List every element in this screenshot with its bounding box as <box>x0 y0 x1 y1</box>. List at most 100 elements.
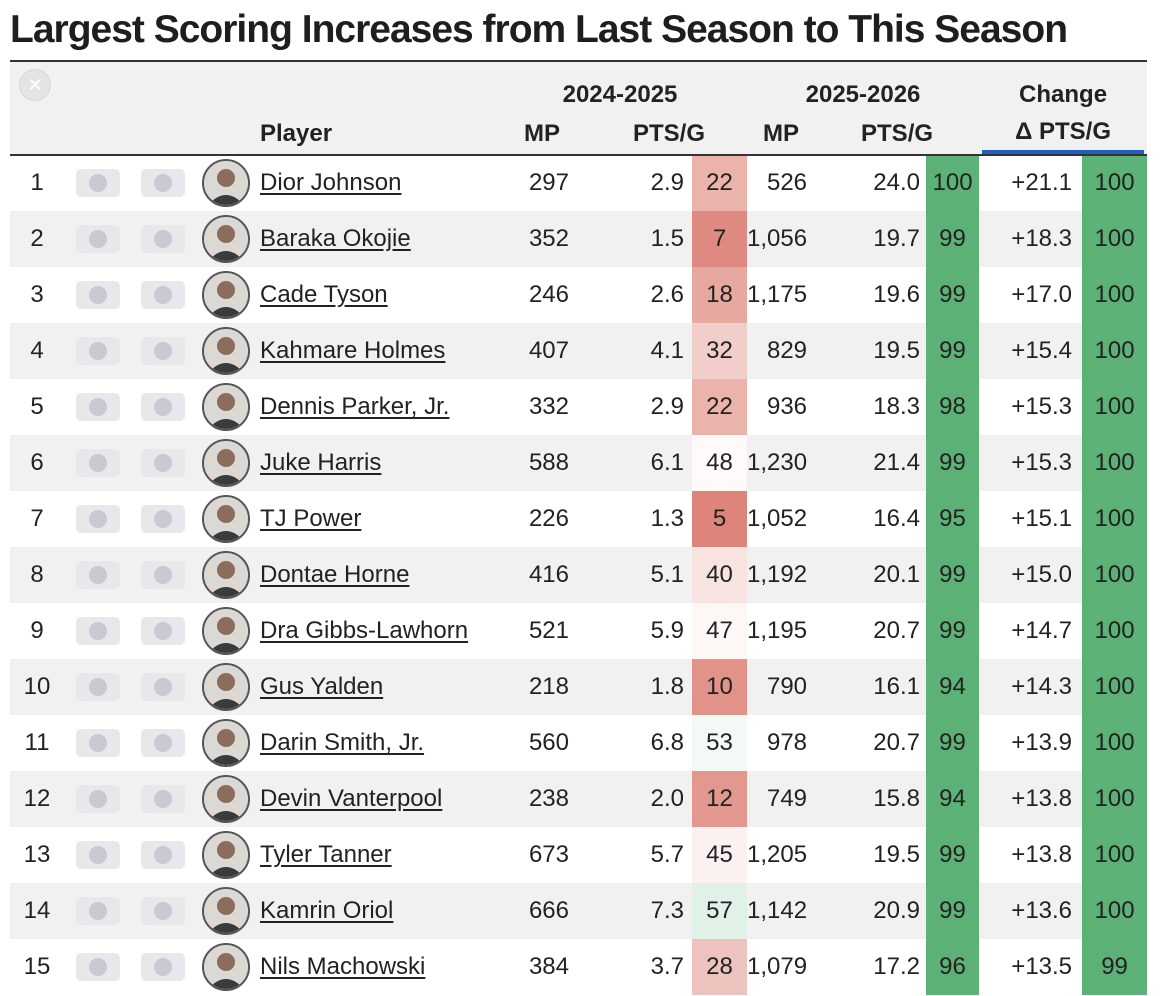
player-avatar <box>202 719 250 767</box>
team-logo-cell <box>132 659 194 715</box>
player-link[interactable]: Gus Yalden <box>260 673 384 700</box>
delta-ptsg-cell: +17.0 <box>1011 281 1073 308</box>
mp-2025-cell: 1,230 <box>747 435 816 491</box>
table-row: 7 TJ Power 226 1.3 5 1,052 16.4 95 +15.1 100 <box>10 491 1148 547</box>
ptsg-2025-percentile: 99 <box>926 883 980 939</box>
delta-ptsg-cell: +18.3 <box>979 211 1083 267</box>
player-link[interactable]: Darin Smith, Jr. <box>260 729 425 756</box>
ptsg-2025-percentile: 95 <box>926 491 980 547</box>
ptsg-2025-percentile: 100 <box>926 155 980 211</box>
player-link[interactable]: Dennis Parker, Jr. <box>260 393 450 420</box>
mp-2025-cell: 978 <box>766 729 808 756</box>
rank-cell: 5 <box>30 393 44 420</box>
team-logo-icon <box>136 387 190 427</box>
ptsg-2024-cell: 2.6 <box>650 281 684 308</box>
player-link[interactable]: TJ Power <box>260 505 362 532</box>
player-link[interactable]: Kamrin Oriol <box>260 897 394 924</box>
delta-ptsg-percentile: 100 <box>1082 379 1148 435</box>
player-link[interactable]: Baraka Okojie <box>260 225 411 252</box>
team-logo-cell <box>132 715 194 771</box>
delta-ptsg-percentile: 99 <box>1082 939 1148 995</box>
player-link[interactable]: Juke Harris <box>260 449 382 476</box>
delta-ptsg-cell: +21.1 <box>1011 169 1073 196</box>
player-link[interactable]: Dra Gibbs-Lawhorn <box>260 617 469 644</box>
table-row: 1 Dior Johnson 297 2.9 22 526 24.0 100 +21.1 100 <box>10 155 1148 211</box>
table-row: 14 Kamrin Oriol 666 7.3 57 1,142 20.9 99 +13.6 10… <box>10 883 1148 939</box>
ptsg-2025-cell: 24.0 <box>873 169 921 196</box>
mp-2025-cell: 749 <box>747 771 816 827</box>
conference-logo-cell <box>64 715 132 771</box>
ptsg-2025-cell: 17.2 <box>873 953 921 980</box>
conference-logo-cell <box>64 827 132 883</box>
mp-2025-cell: 1,142 <box>747 883 816 939</box>
header-ptsg-2024[interactable]: PTS/G <box>591 113 748 155</box>
table-row: 15 Nils Machowski 384 3.7 28 1,079 17.2 96 +13.5… <box>10 939 1148 995</box>
ptsg-2024-percentile: 22 <box>692 155 748 211</box>
header-delta-ptsg[interactable]: Δ PTS/G <box>979 113 1148 155</box>
conference-logo-cell <box>64 883 132 939</box>
close-icon[interactable]: ✕ <box>19 69 51 101</box>
ptsg-2024-percentile: 48 <box>692 435 748 491</box>
delta-ptsg-cell: +13.5 <box>1011 953 1073 980</box>
ptsg-2025-cell: 20.7 <box>873 729 921 756</box>
player-link[interactable]: Nils Machowski <box>260 953 426 980</box>
mp-2024-cell: 218 <box>493 659 591 715</box>
avatar-cell <box>194 659 258 715</box>
table-row: 9 Dra Gibbs-Lawhorn 521 5.9 47 1,195 20.7 99 +14… <box>10 603 1148 659</box>
player-cell: Dior Johnson <box>258 155 493 211</box>
ptsg-2024-cell: 4.1 <box>591 323 692 379</box>
stats-table-wrapper: ✕ 2024-2025 2025-2026 Change Player MP P… <box>10 60 1148 995</box>
player-link[interactable]: Kahmare Holmes <box>260 337 446 364</box>
header-player[interactable]: Player <box>258 113 493 155</box>
conference-logo-cell <box>64 323 132 379</box>
ptsg-2024-cell: 5.7 <box>650 841 684 868</box>
conference-logo-icon <box>71 275 125 315</box>
mp-2024-cell: 384 <box>528 953 569 980</box>
delta-ptsg-cell: +13.8 <box>979 771 1083 827</box>
rank-cell: 15 <box>23 953 51 980</box>
header-rule <box>10 154 1147 156</box>
conference-logo-cell <box>64 659 132 715</box>
mp-2024-cell: 416 <box>493 547 591 603</box>
mp-2025-cell: 790 <box>747 659 816 715</box>
conference-logo-cell <box>64 771 132 827</box>
ptsg-2024-percentile: 12 <box>692 771 748 827</box>
team-logo-icon <box>136 331 190 371</box>
conference-logo-icon <box>71 891 125 931</box>
player-link[interactable]: Tyler Tanner <box>260 841 392 868</box>
team-logo-icon <box>136 499 190 539</box>
player-avatar <box>202 383 250 431</box>
ptsg-2025-cell: 16.4 <box>873 505 921 532</box>
ptsg-2024-percentile: 57 <box>692 883 748 939</box>
header-ptsg-2025[interactable]: PTS/G <box>815 113 980 155</box>
player-link[interactable]: Dior Johnson <box>260 169 402 196</box>
rank-cell: 8 <box>10 547 64 603</box>
ptsg-2024-percentile: 5 <box>692 491 748 547</box>
player-avatar <box>202 551 250 599</box>
team-logo-cell <box>132 547 194 603</box>
table-row: 2 Baraka Okojie 352 1.5 7 1,056 19.7 99 +18.3 100 <box>10 211 1148 267</box>
team-logo-cell <box>132 211 194 267</box>
mp-2024-cell: 673 <box>528 841 569 868</box>
player-avatar <box>202 215 250 263</box>
mp-2025-cell: 1,195 <box>747 617 808 644</box>
player-avatar <box>202 831 250 879</box>
ptsg-2025-percentile: 99 <box>926 435 980 491</box>
player-link[interactable]: Dontae Horne <box>260 561 410 588</box>
delta-ptsg-cell: +15.3 <box>979 435 1083 491</box>
table-row: 8 Dontae Horne 416 5.1 40 1,192 20.1 99 +15.0 100 <box>10 547 1148 603</box>
player-link[interactable]: Devin Vanterpool <box>260 785 443 812</box>
player-avatar <box>202 775 250 823</box>
player-cell: Dra Gibbs-Lawhorn <box>258 603 493 659</box>
header-mp-2024[interactable]: MP <box>493 113 591 155</box>
mp-2025-cell: 829 <box>747 323 816 379</box>
ptsg-2025-percentile: 99 <box>926 603 980 659</box>
ptsg-2024-percentile: 22 <box>692 379 748 435</box>
delta-ptsg-cell: +13.8 <box>1011 841 1073 868</box>
header-mp-2025[interactable]: MP <box>747 113 816 155</box>
team-logo-icon <box>136 779 190 819</box>
player-link[interactable]: Cade Tyson <box>260 281 388 308</box>
ptsg-2025-cell: 19.5 <box>873 841 921 868</box>
player-avatar <box>202 327 250 375</box>
delta-ptsg-cell: +14.3 <box>979 659 1083 715</box>
